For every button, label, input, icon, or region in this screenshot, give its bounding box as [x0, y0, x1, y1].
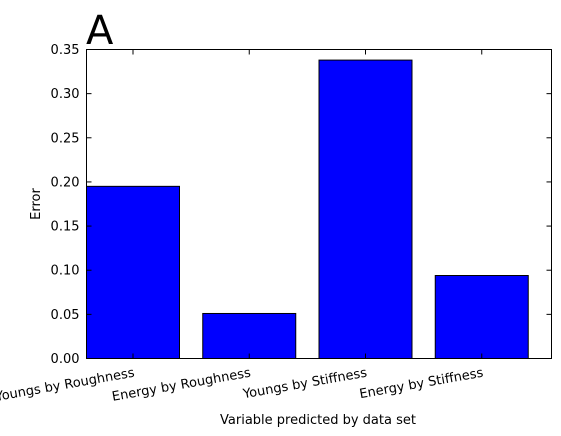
x-tick-label: Youngs by Stiffness: [241, 366, 368, 403]
y-tick-label: 0.05: [51, 308, 80, 323]
x-tick-label: Energy by Stiffness: [358, 366, 484, 403]
y-tick-label: 0.00: [51, 352, 80, 367]
bar-3: [318, 59, 413, 359]
bar-2: [202, 312, 297, 359]
y-tick-label: 0.15: [51, 220, 80, 235]
chart-title: A: [86, 8, 114, 54]
y-axis-label: Error: [29, 188, 44, 220]
y-tick-label: 0.25: [51, 131, 80, 146]
y-tick-label: 0.10: [51, 264, 80, 279]
y-axis-ticks: 0.00 0.05 0.10 0.15 0.20 0.25 0.30 0.35: [51, 43, 552, 367]
plot-frame: [86, 49, 552, 359]
bar-1: [86, 185, 180, 359]
y-tick-label: 0.30: [51, 87, 80, 102]
bars-group: [86, 59, 529, 359]
bar-4: [434, 275, 529, 359]
y-tick-label: 0.35: [51, 43, 80, 58]
x-axis-label: Variable predicted by data set: [220, 413, 416, 428]
y-tick-label: 0.20: [51, 175, 80, 190]
